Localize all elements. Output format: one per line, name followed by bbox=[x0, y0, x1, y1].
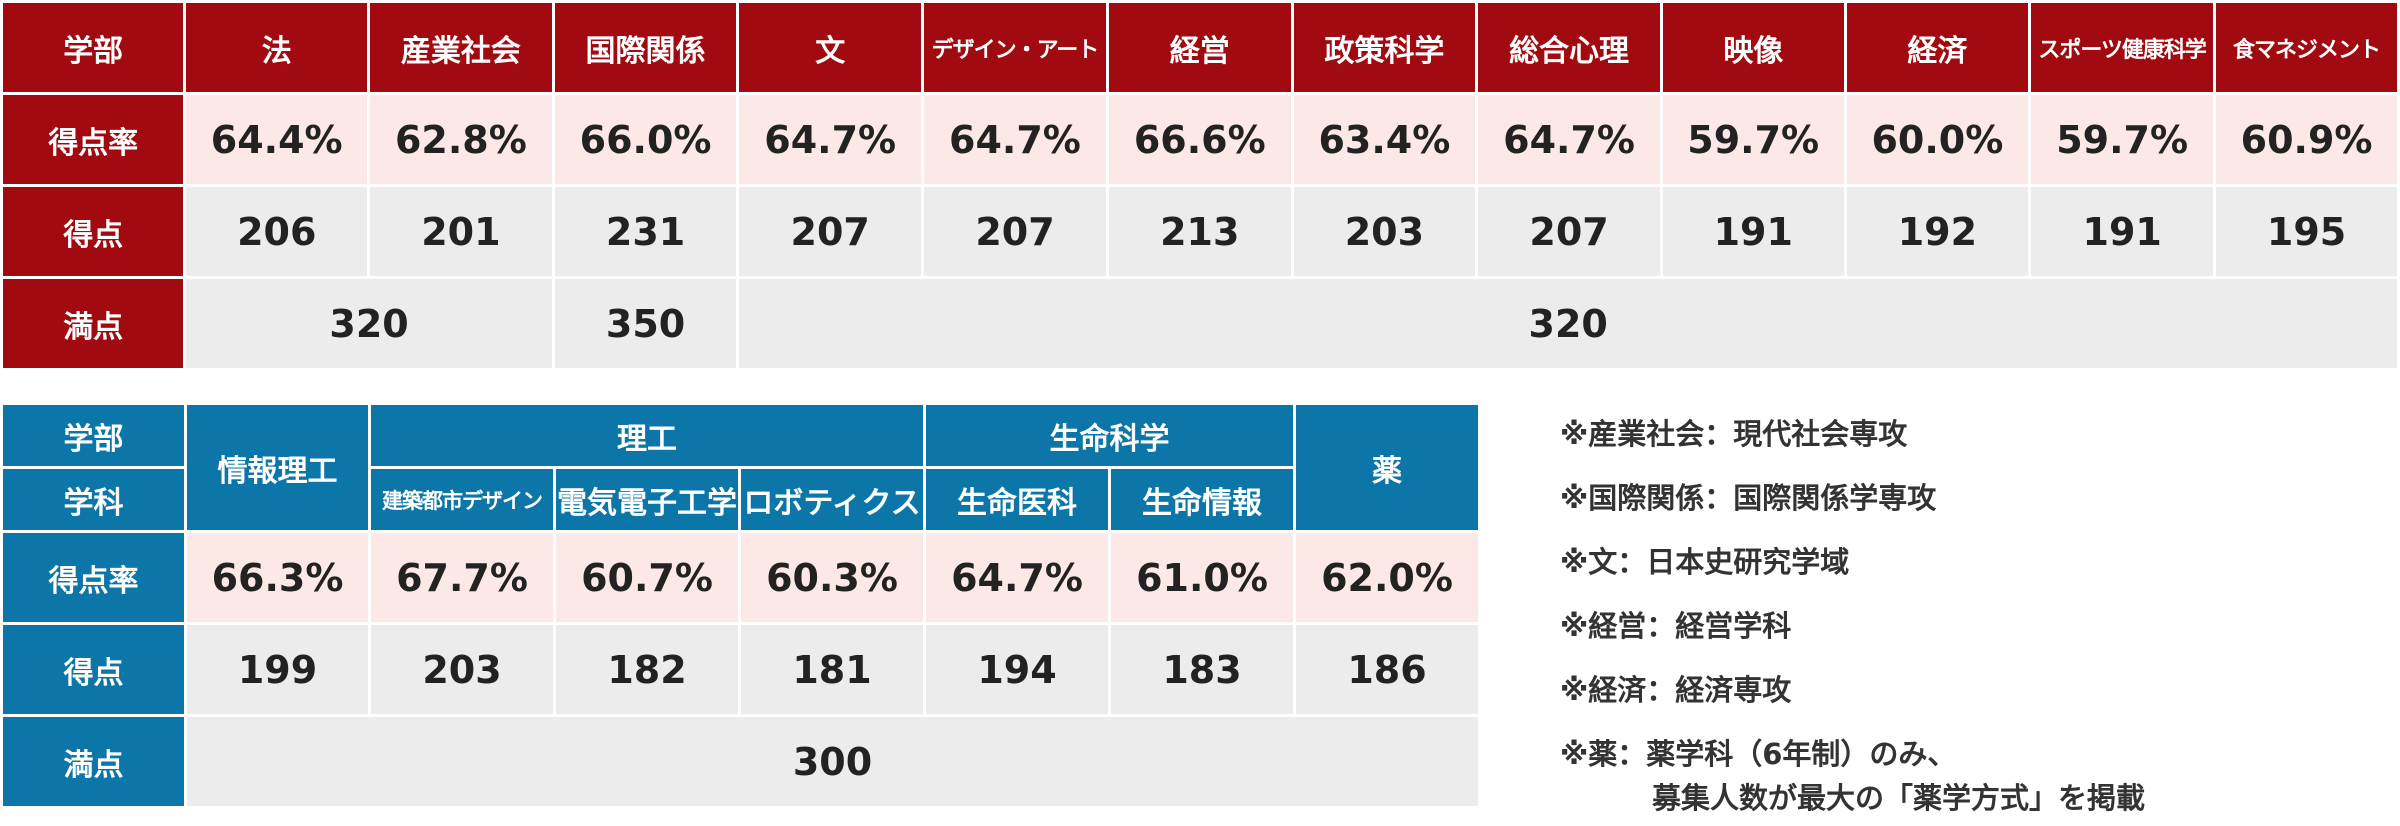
score-cell: 203 bbox=[368, 622, 556, 717]
rate-row: 得点率 66.3% 67.7% 60.7% 60.3% 64.7% 61.0% … bbox=[0, 530, 1481, 625]
full-marks-row: 満点 300 bbox=[0, 714, 1481, 809]
score-cell: 207 bbox=[1475, 184, 1663, 279]
score-cell: 195 bbox=[2213, 184, 2400, 279]
row-label-dept: 学科 bbox=[0, 466, 187, 533]
score-cell: 206 bbox=[183, 184, 371, 279]
score-table-top: 学部 法 産業社会 国際関係 文 デザイン・アート 経営 政策科学 総合心理 映… bbox=[0, 0, 2400, 371]
full-marks-cell: 350 bbox=[551, 276, 740, 371]
rate-cell: 60.7% bbox=[553, 530, 741, 625]
rate-cell: 61.0% bbox=[1108, 530, 1296, 625]
faculty-header: 国際関係 bbox=[551, 0, 740, 95]
rate-cell: 60.3% bbox=[738, 530, 926, 625]
row-label-rate: 得点率 bbox=[0, 92, 187, 187]
faculty-header: 法 bbox=[183, 0, 371, 95]
score-cell: 182 bbox=[553, 622, 741, 717]
score-cell: 194 bbox=[923, 622, 1111, 717]
rate-cell: 59.7% bbox=[1659, 92, 1847, 187]
row-label-faculty: 学部 bbox=[0, 0, 187, 95]
group-header-life: 生命科学 bbox=[923, 402, 1296, 469]
note-item: ※文：日本史研究学域 bbox=[1560, 545, 1850, 579]
rate-cell: 64.7% bbox=[923, 530, 1111, 625]
faculty-header: 食マネジメント bbox=[2213, 0, 2400, 95]
rate-cell: 67.7% bbox=[368, 530, 556, 625]
score-row: 得点 206 201 231 207 207 213 203 207 191 1… bbox=[0, 184, 2400, 279]
rate-cell: 66.0% bbox=[551, 92, 740, 187]
row-label-score: 得点 bbox=[0, 184, 187, 279]
note-item: ※薬：薬学科（6年制）のみ、 bbox=[1560, 737, 1957, 771]
score-cell: 231 bbox=[551, 184, 740, 279]
full-marks-cell: 300 bbox=[184, 714, 1481, 809]
row-label-full: 満点 bbox=[0, 276, 187, 371]
dept-header: 電気電子工学 bbox=[553, 466, 741, 533]
rate-cell: 64.7% bbox=[736, 92, 925, 187]
score-cell: 181 bbox=[738, 622, 926, 717]
score-cell: 207 bbox=[736, 184, 925, 279]
dept-header: 生命医科 bbox=[923, 466, 1111, 533]
rate-cell: 60.9% bbox=[2213, 92, 2400, 187]
full-marks-cell: 320 bbox=[183, 276, 555, 371]
note-item: ※国際関係：国際関係学専攻 bbox=[1560, 481, 1937, 515]
faculty-header: 総合心理 bbox=[1475, 0, 1663, 95]
note-item: ※経済：経済専攻 bbox=[1560, 673, 1792, 707]
full-marks-row: 満点 320 350 320 bbox=[0, 276, 2400, 371]
score-row: 得点 199 203 182 181 194 183 186 bbox=[0, 622, 1481, 717]
dept-header: 建築都市デザイン bbox=[368, 466, 556, 533]
faculty-header: デザイン・アート bbox=[921, 0, 1109, 95]
faculty-header: 政策科学 bbox=[1290, 0, 1479, 95]
dept-header: ロボティクス bbox=[738, 466, 926, 533]
note-item: ※経営：経営学科 bbox=[1560, 609, 1792, 643]
score-cell: 199 bbox=[184, 622, 371, 717]
score-cell: 186 bbox=[1293, 622, 1481, 717]
rate-cell: 66.6% bbox=[1105, 92, 1294, 187]
rate-cell: 60.0% bbox=[1843, 92, 2032, 187]
note-item: ※産業社会：現代社会専攻 bbox=[1560, 417, 1908, 451]
rate-cell: 62.0% bbox=[1293, 530, 1481, 625]
group-header-info: 情報理工 bbox=[184, 402, 371, 533]
score-cell: 191 bbox=[1659, 184, 1847, 279]
rate-cell: 62.8% bbox=[367, 92, 555, 187]
score-cell: 213 bbox=[1105, 184, 1294, 279]
rate-cell: 63.4% bbox=[1290, 92, 1479, 187]
row-label-full: 満点 bbox=[0, 714, 187, 809]
row-label-rate: 得点率 bbox=[0, 530, 187, 625]
rate-cell: 64.4% bbox=[183, 92, 371, 187]
faculty-header: 産業社会 bbox=[367, 0, 555, 95]
rate-cell: 64.7% bbox=[921, 92, 1109, 187]
score-cell: 207 bbox=[921, 184, 1109, 279]
full-marks-cell: 320 bbox=[736, 276, 2400, 371]
rate-cell: 66.3% bbox=[184, 530, 371, 625]
score-table-bottom: 学部 情報理工 理工 生命科学 薬 学科 建築都市デザイン 電気電子工学 ロボテ… bbox=[0, 402, 1481, 809]
group-header-row: 学部 情報理工 理工 生命科学 薬 bbox=[0, 402, 1481, 533]
header-row: 学部 法 産業社会 国際関係 文 デザイン・アート 経営 政策科学 総合心理 映… bbox=[0, 0, 2400, 95]
faculty-header: スポーツ健康科学 bbox=[2028, 0, 2217, 95]
rate-cell: 64.7% bbox=[1475, 92, 1663, 187]
note-item-continuation: 募集人数が最大の「薬学方式」を掲載 bbox=[1652, 781, 2146, 815]
faculty-header: 経済 bbox=[1843, 0, 2032, 95]
rate-cell: 59.7% bbox=[2028, 92, 2217, 187]
group-header-pharma: 薬 bbox=[1293, 402, 1481, 533]
row-label-faculty: 学部 bbox=[0, 402, 187, 469]
score-cell: 183 bbox=[1108, 622, 1296, 717]
score-cell: 203 bbox=[1290, 184, 1479, 279]
group-header-sci-eng: 理工 bbox=[368, 402, 926, 469]
faculty-header: 経営 bbox=[1105, 0, 1294, 95]
score-cell: 191 bbox=[2028, 184, 2217, 279]
rate-row: 得点率 64.4% 62.8% 66.0% 64.7% 64.7% 66.6% … bbox=[0, 92, 2400, 187]
score-cell: 192 bbox=[1843, 184, 2032, 279]
score-cell: 201 bbox=[367, 184, 555, 279]
row-label-score: 得点 bbox=[0, 622, 187, 717]
dept-header: 生命情報 bbox=[1108, 466, 1296, 533]
faculty-header: 文 bbox=[736, 0, 925, 95]
notes-list: ※産業社会：現代社会専攻 ※国際関係：国際関係学専攻 ※文：日本史研究学域 ※経… bbox=[1560, 402, 2380, 820]
dept-header-row: 学科 建築都市デザイン 電気電子工学 ロボティクス 生命医科 生命情報 bbox=[0, 466, 1480, 533]
faculty-header: 映像 bbox=[1659, 0, 1847, 95]
